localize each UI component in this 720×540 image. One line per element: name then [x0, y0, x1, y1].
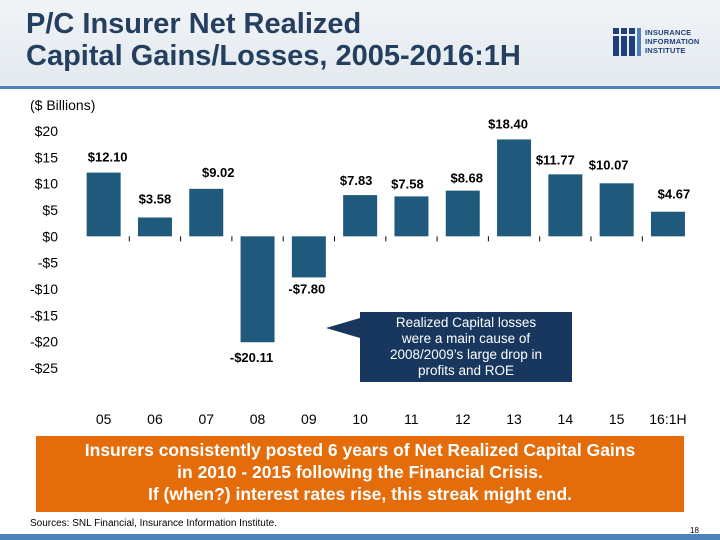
data-label-11: $7.58	[391, 176, 424, 191]
x-tick-label-05: 05	[96, 411, 112, 427]
callout-pointer	[326, 318, 360, 338]
callout-box: Realized Capital losses were a main caus…	[360, 312, 572, 382]
x-tick-label-14: 14	[558, 411, 574, 427]
slide-header: P/C Insurer Net Realized Capital Gains/L…	[0, 0, 720, 86]
data-label-12: $8.68	[450, 171, 483, 186]
data-label-06: $3.58	[139, 191, 172, 206]
iii-logo-icon	[613, 28, 641, 56]
y-tick-label: -$5	[38, 255, 58, 271]
bar-15	[599, 183, 634, 237]
y-tick-label: -$15	[30, 307, 58, 323]
y-tick-label: $5	[42, 202, 58, 218]
sources-note: Sources: SNL Financial, Insurance Inform…	[30, 518, 277, 529]
y-tick-label: $15	[35, 149, 59, 165]
bar-14	[548, 174, 583, 237]
footer-rule	[0, 534, 720, 540]
logo-line-1: INSURANCE	[645, 28, 692, 37]
x-tick-label-08: 08	[250, 411, 266, 427]
units-label: ($ Billions)	[30, 97, 96, 113]
data-label-05: $12.10	[88, 150, 128, 165]
data-label-08: -$20.11	[230, 350, 273, 365]
data-label-14: $11.77	[536, 152, 575, 167]
y-axis: $20 $15 $10 $5 $0 -$5 -$10 -$15 -$20 -$25	[30, 123, 58, 376]
y-tick-label: -$25	[30, 360, 58, 376]
callout-line-4: profits and ROE	[417, 363, 515, 378]
logo-line-3: INSTITUTE	[645, 46, 686, 55]
zero-axis	[78, 235, 694, 242]
x-tick-label-06: 06	[147, 411, 163, 427]
banner-line-2: in 2010 - 2015 following the Financial C…	[177, 462, 543, 482]
y-tick-label: $0	[42, 228, 58, 244]
callout-line-1: Realized Capital losses	[395, 315, 537, 330]
x-tick-label-09: 09	[301, 411, 317, 427]
iii-logo-wordmark: INSURANCE INFORMATION INSTITUTE	[645, 28, 715, 55]
banner-line-1: Insurers consistently posted 6 years of …	[84, 440, 636, 460]
x-tick-label-13: 13	[506, 411, 522, 427]
takeaway-banner: Insurers consistently posted 6 years of …	[36, 436, 684, 512]
data-label-16:1H: $4.67	[658, 187, 691, 202]
data-label-07: $9.02	[202, 165, 235, 180]
x-axis-labels: 05 06 07 08 09 10 11 12 13 14 15 16:1H	[96, 411, 687, 427]
x-tick-label-12: 12	[455, 411, 471, 427]
y-tick-label: $20	[35, 123, 59, 139]
data-labels: $12.10 $3.58 $9.02 -$20.11 -$7.80 $7.83 $7.58 $…	[88, 116, 690, 365]
header-rule	[0, 86, 720, 89]
bar-16:1H	[650, 211, 685, 237]
callout-line-2: were a main cause of	[401, 331, 531, 346]
y-tick-label: -$20	[30, 334, 58, 350]
bar-chart: $20$15$10$5$0-$5-$10-$15-$20-$25 $12.10$…	[29, 116, 694, 427]
bar-13	[497, 139, 532, 237]
data-label-13: $18.40	[488, 116, 528, 131]
data-label-15: $10.07	[589, 157, 629, 172]
data-label-10: $7.83	[340, 173, 373, 188]
title-line-1: P/C Insurer Net Realized	[26, 8, 362, 40]
callout-line-3: 2008/2009’s large drop in	[389, 347, 543, 362]
x-tick-label-15: 15	[609, 411, 625, 427]
iii-logo: INSURANCE INFORMATION INSTITUTE	[612, 24, 712, 64]
page-number: 18	[690, 526, 699, 535]
bars	[86, 139, 685, 343]
title-line-2: Capital Gains/Losses, 2005-2016:1H	[26, 40, 521, 72]
bar-06	[137, 217, 172, 237]
y-tick-label: $10	[35, 176, 59, 192]
y-tick-label: -$10	[30, 281, 58, 297]
bar-05	[86, 172, 121, 237]
bar-09	[291, 236, 326, 278]
bar-10	[343, 195, 378, 237]
x-tick-label-16:1H: 16:1H	[649, 411, 686, 427]
bar-12	[445, 190, 480, 237]
bar-08	[240, 236, 275, 343]
bar-07	[189, 188, 224, 237]
banner-line-3: If (when?) interest rates rise, this str…	[148, 484, 572, 504]
x-tick-label-10: 10	[352, 411, 368, 427]
data-label-09: -$7.80	[288, 281, 325, 296]
logo-line-2: INFORMATION	[645, 37, 700, 46]
x-tick-label-07: 07	[198, 411, 214, 427]
bar-11	[394, 196, 429, 237]
slide-title: P/C Insurer Net Realized Capital Gains/L…	[26, 8, 586, 72]
x-tick-label-11: 11	[404, 411, 419, 427]
